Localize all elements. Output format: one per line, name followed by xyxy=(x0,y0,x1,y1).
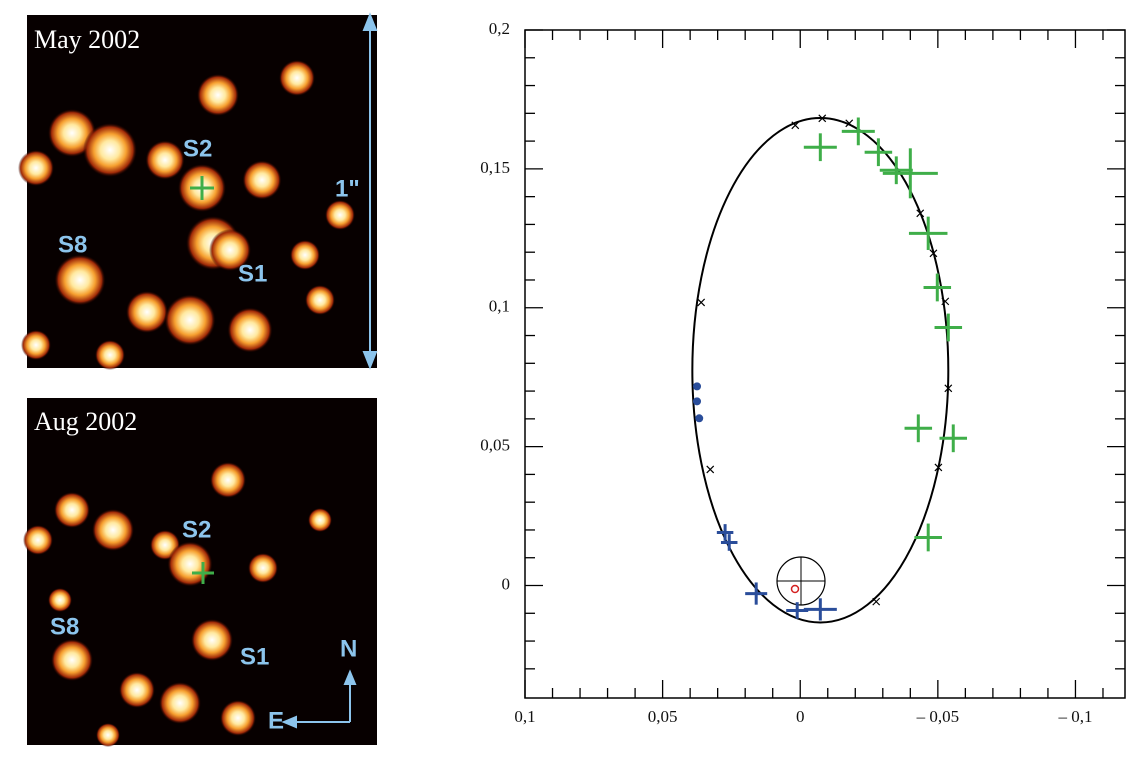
y-tick-label: 0,1 xyxy=(489,297,510,316)
x-tick-label: – 0,1 xyxy=(1057,707,1092,726)
star xyxy=(54,492,90,528)
star xyxy=(325,200,355,230)
star xyxy=(191,619,233,661)
model-point xyxy=(697,298,706,307)
x-tick-label: – 0,05 xyxy=(916,707,960,726)
compass-arrows xyxy=(281,669,357,729)
star xyxy=(54,254,106,306)
panel-title: Aug 2002 xyxy=(34,407,137,436)
model-point xyxy=(941,297,950,306)
star xyxy=(209,229,251,271)
star xyxy=(308,508,332,532)
image-panels: May 2002 S2 S1 S8 1" Aug 2002 S2 S1 S8 N… xyxy=(18,12,378,747)
x-tick-label: 0,1 xyxy=(514,707,535,726)
star-label: S8 xyxy=(58,231,87,258)
star xyxy=(220,700,256,736)
star-label: S1 xyxy=(238,260,267,287)
compass-label: E xyxy=(268,707,284,734)
star xyxy=(51,639,93,681)
model-point xyxy=(791,121,800,130)
point xyxy=(695,414,704,423)
plot-frame xyxy=(524,29,1126,699)
star xyxy=(197,74,239,116)
point xyxy=(693,397,702,406)
scale-label: 1" xyxy=(335,175,360,202)
star-label: S2 xyxy=(182,516,211,543)
orbit xyxy=(691,117,950,624)
star xyxy=(248,553,278,583)
star xyxy=(279,60,315,96)
stars xyxy=(18,60,355,747)
star xyxy=(167,541,213,587)
star xyxy=(83,123,137,177)
central-mass xyxy=(776,556,826,606)
star xyxy=(242,160,282,200)
model-point xyxy=(934,463,943,472)
star xyxy=(48,588,72,612)
x-tick-label: 0,05 xyxy=(648,707,678,726)
y-tick-label: 0,05 xyxy=(480,436,510,455)
compass-label: N xyxy=(340,635,357,662)
s2-marker xyxy=(190,176,214,584)
star xyxy=(210,462,246,498)
star xyxy=(119,672,155,708)
model-point xyxy=(706,465,715,474)
panel-title: May 2002 xyxy=(34,25,140,54)
star xyxy=(126,291,168,333)
y-tick-label: 0 xyxy=(502,574,511,593)
star-label: S2 xyxy=(183,135,212,162)
star xyxy=(96,723,120,747)
plot: 0,1 0,05 0 – 0,05 – 0,1 0 0,05 0,1 0,15 0,2 xyxy=(480,19,1126,726)
star xyxy=(18,150,54,186)
star-label: S8 xyxy=(50,613,79,640)
y-tick-label: 0,2 xyxy=(489,19,510,38)
model-point xyxy=(929,249,938,258)
star xyxy=(159,682,201,724)
point xyxy=(693,382,702,391)
star xyxy=(95,340,125,370)
star xyxy=(290,240,320,270)
star xyxy=(21,330,51,360)
star xyxy=(227,307,273,353)
model-point xyxy=(818,114,827,123)
model-point xyxy=(944,384,953,393)
star xyxy=(305,285,335,315)
star xyxy=(145,140,185,180)
y-tick-label: 0,15 xyxy=(480,158,510,177)
scale-arrow xyxy=(362,12,378,370)
x-tick-label: 0 xyxy=(796,707,805,726)
model-point xyxy=(916,209,925,218)
star xyxy=(23,525,53,555)
model-point xyxy=(872,597,881,606)
star xyxy=(92,509,134,551)
model-point xyxy=(845,119,854,128)
star xyxy=(164,294,216,346)
star-label: S1 xyxy=(240,643,269,670)
